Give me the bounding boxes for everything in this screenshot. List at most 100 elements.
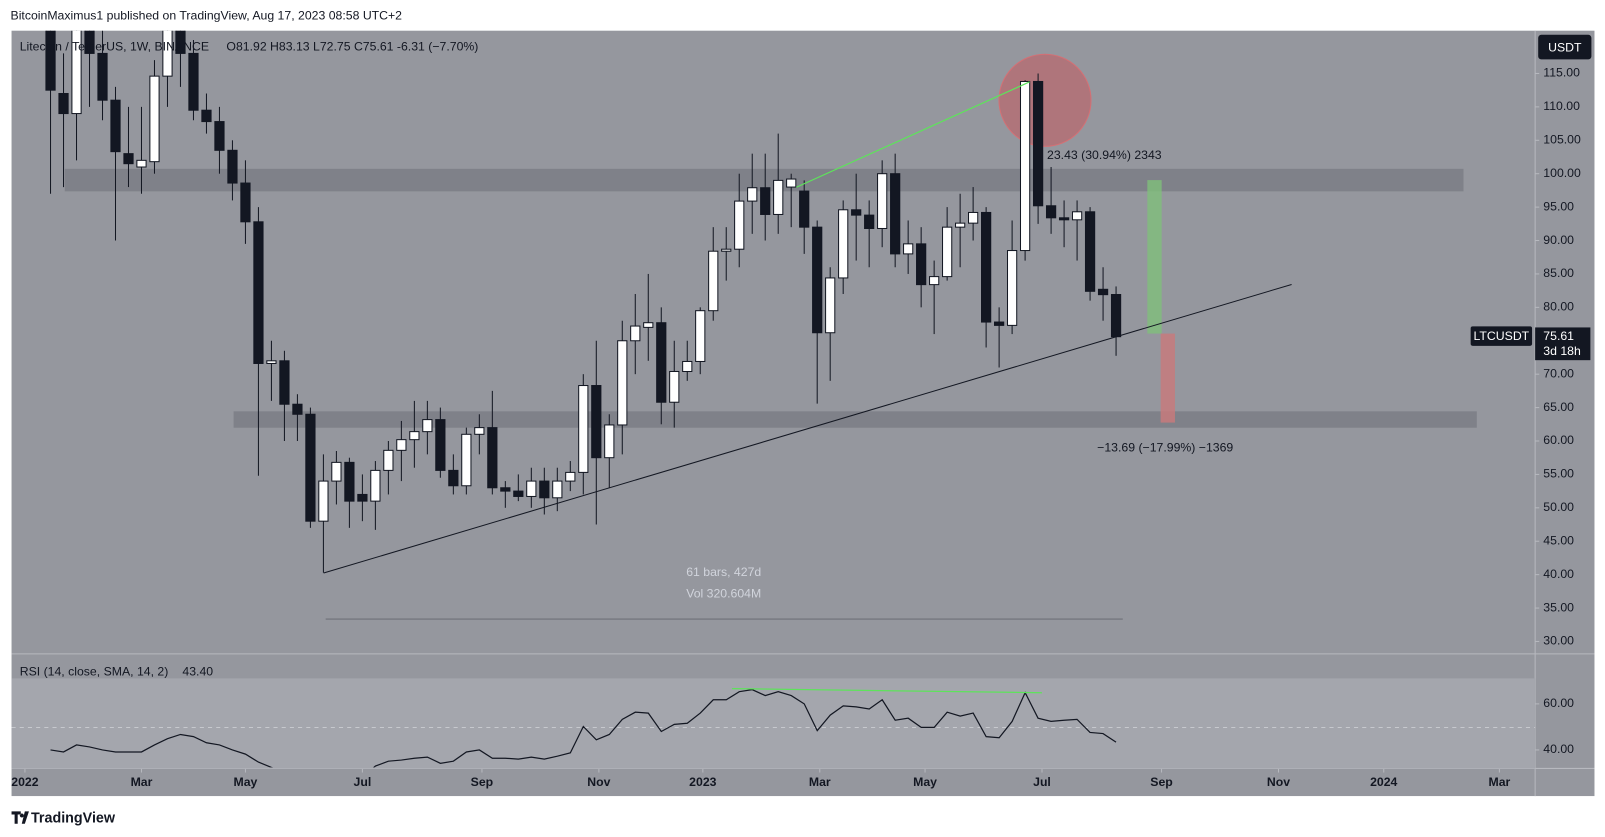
candle-body — [565, 471, 576, 482]
candle-body — [890, 173, 901, 255]
candle-body — [188, 52, 199, 111]
candle-body — [409, 431, 420, 441]
symbol-badge-label: LTCUSDT — [1474, 329, 1530, 343]
rsi-value: 43.40 — [182, 664, 213, 678]
candle-body — [318, 480, 329, 522]
rsi-pane — [50, 689, 1117, 768]
volume-label: Vol 320.604M — [686, 587, 761, 601]
candle-body — [877, 173, 888, 230]
y-tick-label: 50.00 — [1543, 500, 1574, 514]
candle-body — [136, 159, 147, 168]
candle-body — [1032, 80, 1044, 207]
y-tick-label: 60.00 — [1543, 433, 1574, 447]
y-tick-label: 110.00 — [1543, 99, 1580, 113]
candle-body — [149, 75, 160, 163]
time-axis: 2022 Mar May Jul Sep Nov 2023 Mar May Jul Sep Nov 20… — [11, 768, 1511, 789]
candle-body — [552, 480, 563, 499]
candle-body — [487, 427, 498, 489]
y-tick-label: 30.00 — [1543, 634, 1574, 648]
candle-body — [968, 211, 979, 224]
candle-body — [97, 52, 108, 101]
candle-body — [292, 403, 303, 415]
candle-body — [578, 385, 589, 473]
footer-brand: TradingView — [31, 810, 116, 826]
y-tick-label: 70.00 — [1543, 366, 1574, 380]
candle-body — [201, 109, 212, 123]
x-tick-label: Sep — [471, 775, 494, 789]
candle-body — [1071, 211, 1083, 221]
gain-label: 23.43 (30.94%) 2343 — [1047, 148, 1162, 162]
y-tick-label: 35.00 — [1543, 600, 1574, 614]
candle-body — [630, 325, 641, 342]
last-price-badge — [1535, 327, 1591, 361]
candle-body — [682, 360, 693, 373]
x-tick-label: 2023 — [689, 775, 716, 789]
candle-body — [162, 30, 173, 77]
currency-badge[interactable] — [1538, 34, 1592, 60]
symbol-title: Litecoin / TetherUS, 1W, BINANCE — [20, 39, 209, 53]
y-tick-label: 115.00 — [1543, 66, 1580, 80]
candle-body — [864, 214, 875, 230]
candle-body — [474, 427, 485, 435]
candle-body — [396, 439, 407, 451]
drawings — [323, 81, 1292, 574]
x-tick-label: Nov — [587, 775, 610, 789]
ohlc-legend: O81.92 H83.13 L72.75 C75.61 -6.31 (−7.70… — [226, 39, 478, 53]
x-tick-label: Mar — [809, 775, 831, 789]
y-tick-label: 45.00 — [1543, 533, 1574, 547]
candle-body — [513, 490, 524, 497]
candle-body — [1058, 217, 1070, 221]
candle-body — [942, 226, 953, 278]
currency-label: USDT — [1548, 40, 1582, 54]
candle-body — [500, 487, 511, 492]
candle-body — [383, 449, 394, 471]
loss-measure — [1160, 333, 1175, 423]
gain-measure — [1147, 180, 1162, 334]
symbol-badge — [1470, 326, 1533, 346]
candle-body — [1006, 250, 1018, 326]
x-tick-label: Nov — [1267, 775, 1290, 789]
x-tick-label: 2022 — [11, 775, 38, 789]
footer-logo-mark — [11, 811, 29, 824]
highlight-circle — [998, 53, 1092, 147]
candle-body — [799, 190, 810, 228]
x-tick-label: Mar — [131, 775, 153, 789]
y-tick-label: 55.00 — [1543, 467, 1574, 481]
candle-body — [422, 419, 433, 433]
y-tick-label: 90.00 — [1543, 233, 1574, 247]
loss-label: −13.69 (−17.99%) −1369 — [1097, 440, 1233, 454]
y-tick-label: 105.00 — [1543, 133, 1581, 147]
x-tick-label: Mar — [1488, 775, 1510, 789]
candle-body — [851, 209, 862, 216]
y-tick-label: 40.00 — [1543, 567, 1574, 581]
candle-body — [461, 433, 472, 487]
candle-body — [266, 360, 277, 364]
candle-body — [84, 30, 95, 54]
rsi-divergence-line — [731, 688, 1042, 694]
candle-body — [357, 493, 368, 502]
x-tick-label: Sep — [1150, 775, 1173, 789]
candle-body — [175, 30, 186, 54]
candle-body — [903, 243, 914, 255]
candle-body — [539, 480, 550, 499]
candle-body — [448, 469, 459, 487]
y-tick-label: 85.00 — [1543, 266, 1574, 280]
candle-body — [1045, 205, 1057, 219]
candle-body — [812, 226, 823, 334]
x-tick-label: May — [913, 775, 937, 789]
candles — [45, 30, 1122, 573]
candle-body — [656, 322, 667, 403]
y-tick-label: 65.00 — [1543, 400, 1574, 414]
candle-body — [773, 179, 784, 215]
candle-body — [643, 322, 654, 328]
candle-body — [734, 200, 745, 250]
price-axis: 30.00 35.00 40.00 45.00 50.00 55.00 60.00 65.00… — [1535, 66, 1581, 648]
candle-body — [227, 149, 238, 184]
trendline — [323, 283, 1292, 574]
y-tick-label: 95.00 — [1543, 199, 1574, 213]
candle-body — [955, 222, 966, 228]
x-tick-label: Jul — [1033, 775, 1051, 789]
rsi-title: RSI (14, close, SMA, 14, 2) — [20, 664, 169, 678]
countdown-label: 3d 18h — [1543, 344, 1581, 358]
